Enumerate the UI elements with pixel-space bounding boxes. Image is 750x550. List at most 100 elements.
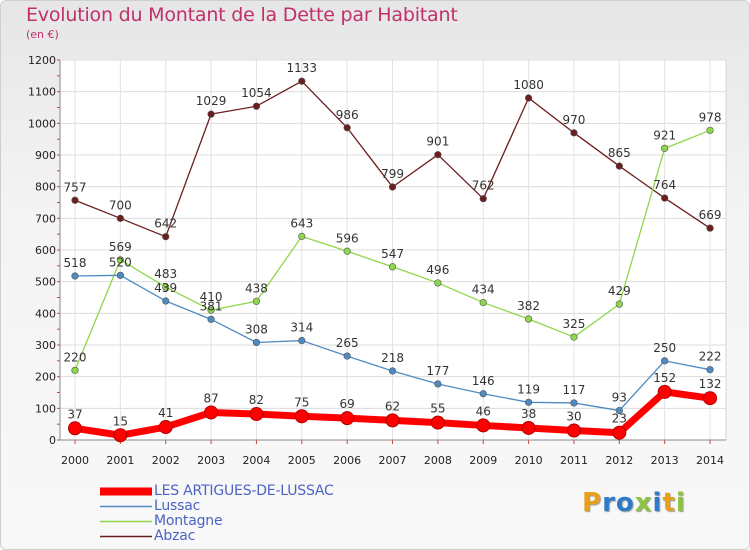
data-label-montagne: 325 bbox=[563, 317, 586, 331]
data-point-montagne bbox=[343, 247, 351, 255]
data-point-les-artigues-de-lussac bbox=[204, 405, 219, 420]
data-point-montagne bbox=[252, 297, 261, 305]
legend-label-montagne: Montagne bbox=[154, 513, 223, 529]
data-label-lussac: 146 bbox=[472, 374, 495, 388]
data-point-les-artigues-de-lussac bbox=[294, 409, 309, 424]
x-tick-label: 2011 bbox=[560, 454, 588, 467]
data-point-les-artigues-de-lussac bbox=[476, 418, 491, 433]
x-tick-label: 2013 bbox=[651, 454, 679, 467]
data-label-montagne: 429 bbox=[608, 284, 631, 298]
data-label-montagne: 382 bbox=[517, 299, 540, 313]
data-point-lussac bbox=[524, 398, 533, 406]
data-label-abzac: 1029 bbox=[196, 94, 227, 108]
data-label-montagne: 496 bbox=[426, 263, 449, 277]
data-point-les-artigues-de-lussac bbox=[249, 407, 264, 422]
data-point-lussac bbox=[479, 390, 487, 398]
data-label-lussac: 439 bbox=[154, 281, 177, 295]
data-label-abzac: 762 bbox=[472, 179, 495, 193]
data-label-lussac: 218 bbox=[381, 351, 404, 365]
legend-label-les-artigues-de-lussac: LES ARTIGUES-DE-LUSSAC bbox=[154, 483, 334, 499]
data-point-abzac bbox=[116, 214, 124, 222]
data-label-lussac: 518 bbox=[64, 256, 87, 270]
data-point-abzac bbox=[570, 129, 578, 137]
data-point-lussac bbox=[615, 406, 623, 415]
data-point-montagne bbox=[116, 256, 124, 264]
data-point-montagne bbox=[615, 300, 623, 308]
x-tick-label: 2007 bbox=[379, 454, 407, 467]
legend-item-montagne: Montagne bbox=[100, 514, 334, 529]
data-label-abzac: 764 bbox=[653, 178, 676, 192]
y-tick-label: 700 bbox=[35, 212, 56, 225]
logo-letter: P bbox=[582, 488, 603, 518]
y-tick-label: 500 bbox=[35, 276, 56, 289]
y-tick-label: 1100 bbox=[28, 86, 56, 99]
data-point-lussac bbox=[388, 367, 397, 375]
data-point-les-artigues-de-lussac bbox=[385, 413, 400, 428]
data-label-montagne: 410 bbox=[200, 290, 223, 304]
data-point-les-artigues-de-lussac bbox=[430, 415, 445, 430]
data-point-abzac bbox=[524, 94, 533, 102]
data-point-montagne bbox=[434, 279, 442, 287]
logo-letter: i bbox=[675, 488, 686, 518]
data-label-lussac: 177 bbox=[426, 364, 449, 378]
x-tick-label: 2005 bbox=[288, 454, 316, 467]
data-point-montagne bbox=[388, 263, 397, 271]
data-point-lussac bbox=[207, 315, 215, 323]
data-point-lussac bbox=[343, 352, 351, 360]
y-tick-label: 1000 bbox=[28, 117, 56, 130]
data-label-les-artigues-de-lussac: 132 bbox=[699, 377, 722, 391]
data-label-abzac: 757 bbox=[64, 180, 87, 194]
data-point-les-artigues-de-lussac bbox=[340, 411, 355, 426]
data-point-abzac bbox=[71, 196, 79, 204]
logo-letter: r bbox=[602, 488, 616, 518]
data-point-abzac bbox=[706, 224, 714, 232]
data-label-les-artigues-de-lussac: 37 bbox=[67, 407, 82, 421]
data-label-abzac: 1133 bbox=[287, 61, 318, 75]
data-point-montagne bbox=[524, 315, 533, 323]
data-label-lussac: 520 bbox=[109, 255, 132, 269]
data-label-montagne: 438 bbox=[245, 281, 268, 295]
data-label-lussac: 119 bbox=[517, 382, 540, 396]
data-label-lussac: 381 bbox=[200, 299, 223, 313]
data-label-abzac: 865 bbox=[608, 146, 631, 160]
data-label-lussac: 265 bbox=[336, 336, 359, 350]
data-point-les-artigues-de-lussac bbox=[113, 428, 128, 443]
data-point-lussac bbox=[298, 336, 306, 345]
data-label-les-artigues-de-lussac: 41 bbox=[158, 406, 173, 420]
data-point-lussac bbox=[71, 272, 79, 280]
data-label-montagne: 921 bbox=[653, 128, 676, 142]
data-label-abzac: 669 bbox=[699, 208, 722, 222]
logo-letter: i bbox=[652, 488, 663, 518]
data-point-montagne bbox=[207, 306, 215, 314]
data-point-les-artigues-de-lussac bbox=[68, 421, 82, 436]
data-point-lussac bbox=[706, 366, 714, 374]
data-point-abzac bbox=[388, 183, 397, 191]
x-tick-label: 2010 bbox=[515, 454, 543, 467]
data-label-les-artigues-de-lussac: 82 bbox=[249, 393, 264, 407]
data-label-montagne: 596 bbox=[336, 231, 359, 245]
x-tick-label: 2006 bbox=[333, 454, 361, 467]
y-tick-label: 300 bbox=[35, 339, 56, 352]
data-point-abzac bbox=[343, 124, 351, 132]
x-tick-label: 2003 bbox=[197, 454, 225, 467]
y-tick-label: 400 bbox=[35, 307, 56, 320]
data-label-les-artigues-de-lussac: 38 bbox=[521, 407, 536, 421]
y-tick-label: 100 bbox=[35, 402, 56, 415]
y-tick-label: 900 bbox=[35, 149, 56, 162]
data-label-les-artigues-de-lussac: 23 bbox=[612, 412, 627, 426]
data-point-montagne bbox=[706, 126, 714, 134]
y-tick-label: 600 bbox=[35, 244, 56, 257]
legend-label-abzac: Abzac bbox=[154, 528, 196, 544]
data-label-abzac: 799 bbox=[381, 167, 404, 181]
data-point-montagne bbox=[570, 333, 578, 341]
x-tick-label: 2008 bbox=[424, 454, 452, 467]
data-point-les-artigues-de-lussac bbox=[703, 391, 718, 406]
data-label-montagne: 547 bbox=[381, 247, 404, 261]
proxiti-logo: Proxiti bbox=[582, 488, 686, 518]
x-tick-label: 2009 bbox=[469, 454, 497, 467]
x-tick-label: 2014 bbox=[696, 454, 724, 467]
data-label-montagne: 643 bbox=[290, 216, 313, 230]
data-point-montagne bbox=[71, 366, 79, 374]
data-label-abzac: 1080 bbox=[513, 78, 544, 92]
data-point-lussac bbox=[252, 338, 261, 347]
